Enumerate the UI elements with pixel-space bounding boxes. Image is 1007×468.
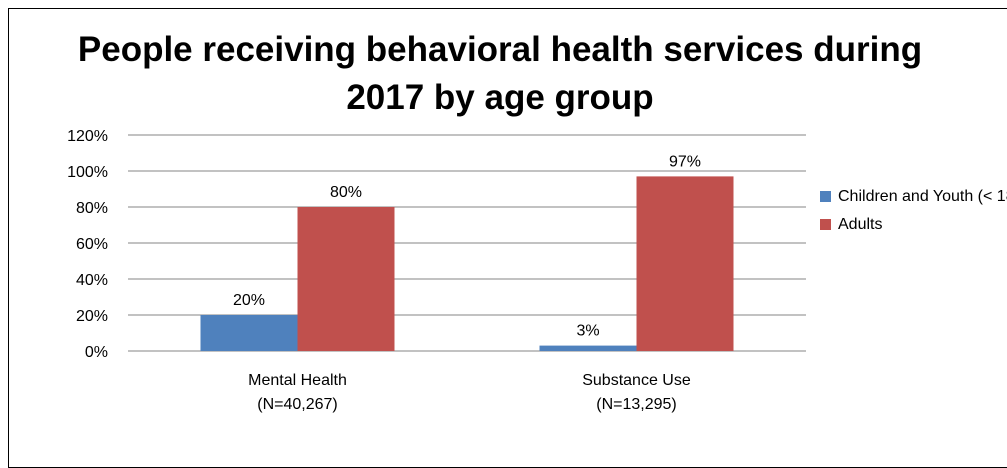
legend-label-children: Children and Youth (< 18)	[838, 186, 1007, 208]
y-tick-label: 80%	[76, 200, 108, 217]
x-axis: Mental Health (N=40,267) Substance Use (N=1…	[248, 372, 691, 413]
legend: Children and Youth (< 18) Adults	[820, 186, 1007, 242]
legend-swatch-children	[820, 191, 831, 202]
y-tick-label: 20%	[76, 308, 108, 325]
y-tick-label: 0%	[85, 344, 108, 361]
bar-children	[201, 315, 298, 351]
y-tick-label: 60%	[76, 236, 108, 253]
x-tick-label: (N=13,295)	[596, 396, 677, 413]
legend-item-children: Children and Youth (< 18)	[820, 186, 1007, 208]
data-label: 80%	[330, 184, 362, 201]
x-tick-label: Substance Use	[582, 372, 691, 389]
data-label: 97%	[669, 153, 701, 170]
y-tick-label: 120%	[67, 128, 108, 145]
legend-swatch-adults	[820, 219, 831, 230]
data-label: 20%	[233, 292, 265, 309]
data-label: 3%	[576, 323, 599, 340]
bar-children	[540, 346, 637, 351]
bar-adults	[298, 207, 395, 351]
legend-item-adults: Adults	[820, 214, 1007, 236]
bars	[201, 176, 734, 351]
y-axis: 0% 20% 40% 60% 80% 100% 120%	[67, 128, 108, 361]
y-tick-label: 40%	[76, 272, 108, 289]
y-tick-label: 100%	[67, 164, 108, 181]
legend-label-adults: Adults	[838, 214, 1007, 236]
x-tick-label: (N=40,267)	[257, 396, 338, 413]
x-tick-label: Mental Health	[248, 372, 347, 389]
bar-adults	[637, 176, 734, 351]
